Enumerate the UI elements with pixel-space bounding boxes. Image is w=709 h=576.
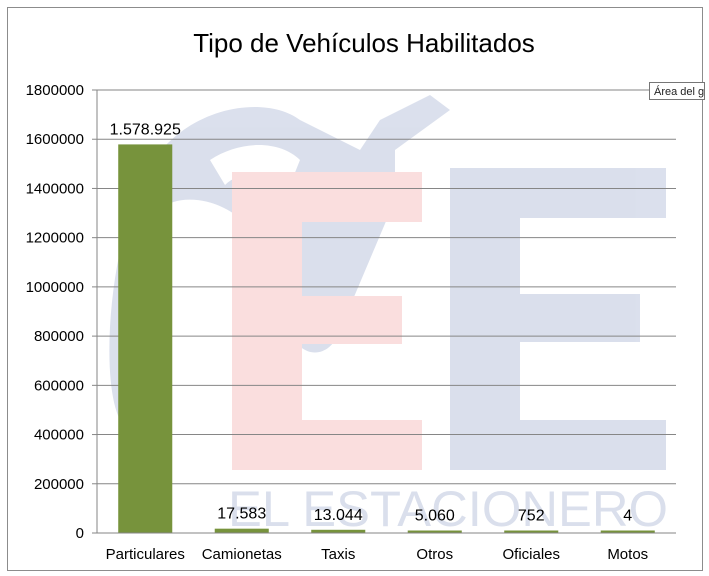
- y-tick-label: 400000: [34, 427, 84, 444]
- watermark-e2-bar: [450, 168, 520, 470]
- bar-oficiales[interactable]: [504, 530, 559, 534]
- watermark-logo: EL ESTACIONERO: [109, 95, 668, 537]
- data-label: 13.044: [314, 507, 363, 524]
- y-tick-label: 1600000: [26, 131, 84, 148]
- watermark-text: EL ESTACIONERO: [228, 481, 668, 537]
- bar-camionetas[interactable]: [214, 528, 269, 533]
- watermark-e2-mid: [450, 294, 640, 342]
- y-tick-label: 600000: [34, 377, 84, 394]
- y-tick-label: 1200000: [26, 230, 84, 247]
- watermark-e1-bottom: [232, 420, 422, 470]
- x-tick-label: Oficiales: [502, 546, 560, 563]
- bar-particulares[interactable]: [118, 144, 173, 534]
- y-tick-label: 1800000: [26, 82, 84, 99]
- chart-title: Tipo de Vehículos Habilitados: [193, 28, 535, 58]
- x-tick-label: Otros: [416, 546, 453, 563]
- watermark-e2-top: [450, 168, 666, 218]
- y-tick-label: 200000: [34, 476, 84, 493]
- data-label: 1.578.925: [110, 121, 181, 138]
- watermark-e1-mid: [232, 296, 402, 344]
- watermark-e1-bar: [232, 172, 302, 470]
- data-labels: 1.578.925 17.583 13.044 5.060 752 4: [110, 121, 633, 524]
- watermark-e1-top: [232, 172, 422, 222]
- y-axis: 0 200000 400000 600000 800000 1000000 1200000 1…: [26, 82, 98, 542]
- bar-motos[interactable]: [600, 530, 655, 534]
- data-label: 4: [623, 508, 632, 525]
- x-tick-label: Motos: [607, 546, 648, 563]
- data-label: 752: [518, 508, 545, 525]
- x-tick-label: Taxis: [321, 546, 355, 563]
- bars: [118, 144, 655, 534]
- y-tick-label: 1400000: [26, 180, 84, 197]
- data-label: 5.060: [415, 508, 455, 525]
- x-tick-label: Camionetas: [202, 546, 282, 563]
- fuel-pump-icon: [109, 95, 451, 428]
- x-axis: Particulares Camionetas Taxis Otros Oficiale…: [97, 532, 676, 563]
- y-tick-label: 0: [76, 525, 84, 542]
- data-label: 17.583: [217, 506, 266, 523]
- bar-otros[interactable]: [407, 530, 462, 534]
- watermark-e2-bottom: [450, 420, 666, 470]
- x-tick-label: Particulares: [106, 546, 185, 563]
- y-tick-label: 1000000: [26, 279, 84, 296]
- chart-area-tooltip: Área del gráfico: [649, 82, 705, 100]
- y-tick-label: 800000: [34, 328, 84, 345]
- bar-taxis[interactable]: [311, 529, 366, 533]
